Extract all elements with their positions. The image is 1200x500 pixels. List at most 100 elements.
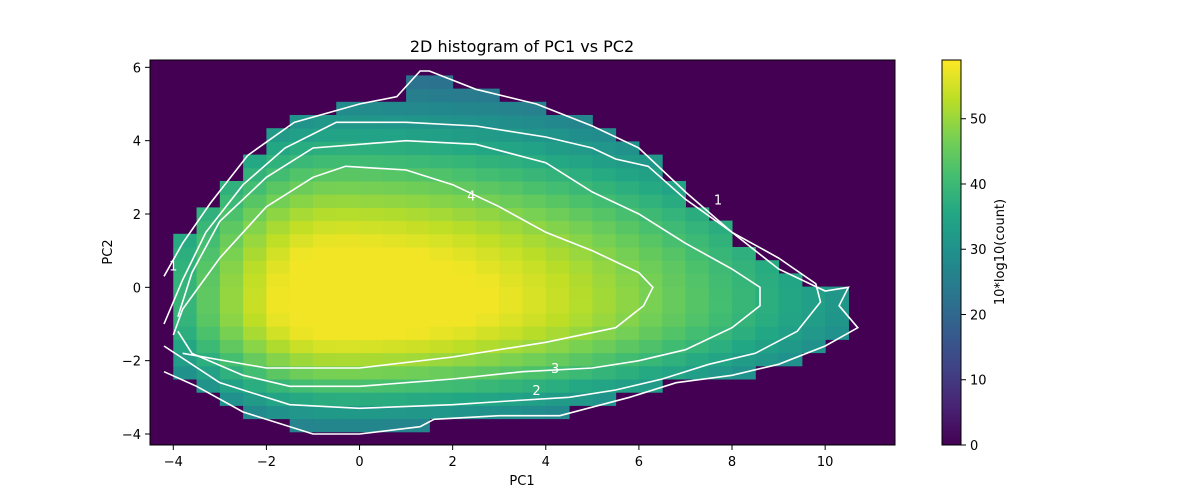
histogram-cell bbox=[406, 273, 430, 288]
histogram-cell bbox=[475, 352, 500, 367]
histogram-cell bbox=[522, 181, 547, 195]
x-axis-title: PC1 bbox=[509, 474, 534, 489]
histogram-cell bbox=[243, 273, 267, 288]
histogram-cell bbox=[452, 220, 477, 235]
histogram-cell bbox=[685, 220, 710, 235]
histogram-cell bbox=[545, 247, 570, 261]
histogram-cell bbox=[429, 141, 454, 156]
histogram-cell bbox=[359, 286, 384, 301]
histogram-cell bbox=[569, 154, 593, 169]
histogram-cell bbox=[475, 207, 500, 222]
histogram-cell bbox=[266, 405, 291, 420]
histogram-cell bbox=[219, 194, 244, 208]
histogram-cell bbox=[312, 352, 337, 367]
histogram-cell bbox=[429, 75, 454, 90]
histogram-cell bbox=[359, 273, 384, 288]
histogram-cell bbox=[638, 273, 663, 288]
histogram-cell bbox=[452, 167, 477, 182]
histogram-cell bbox=[522, 167, 547, 182]
contours: 1 1 23 4 bbox=[163, 70, 860, 435]
histogram-cell bbox=[452, 233, 477, 248]
histogram-cell bbox=[312, 154, 337, 169]
histogram-cell bbox=[452, 273, 477, 288]
histogram-cell bbox=[638, 181, 663, 195]
histogram-cell bbox=[406, 339, 430, 354]
histogram-cell bbox=[475, 260, 500, 274]
histogram-cell bbox=[475, 326, 500, 340]
histogram-cell bbox=[359, 154, 384, 169]
histogram-cell bbox=[336, 299, 361, 314]
histogram-cell bbox=[289, 299, 314, 314]
histogram-cell bbox=[359, 220, 384, 235]
histogram-cell bbox=[755, 273, 780, 288]
histogram-cell bbox=[359, 299, 384, 314]
histogram-cell bbox=[475, 167, 500, 182]
histogram-cell bbox=[382, 299, 407, 314]
colorbar-tick-label: 10 bbox=[970, 374, 987, 389]
colorbar-gradient bbox=[942, 60, 961, 445]
histogram-cell bbox=[266, 260, 291, 274]
histogram-cell bbox=[312, 286, 337, 301]
histogram-cell bbox=[312, 273, 337, 288]
histogram-cell bbox=[685, 286, 710, 301]
histogram-cell bbox=[569, 207, 593, 222]
histogram-cell bbox=[289, 220, 314, 235]
histogram-cell bbox=[336, 418, 361, 433]
histogram-cell bbox=[243, 247, 267, 261]
histogram-cell bbox=[662, 273, 686, 288]
histogram-cell bbox=[359, 247, 384, 261]
histogram-cell bbox=[522, 405, 547, 420]
histogram-cell bbox=[475, 273, 500, 288]
colorbar-tick-label: 50 bbox=[970, 113, 987, 128]
histogram-cell bbox=[359, 194, 384, 208]
histogram-cell bbox=[499, 181, 523, 195]
histogram-cell bbox=[452, 339, 477, 354]
histogram-cell bbox=[289, 128, 314, 142]
histogram-cell bbox=[266, 365, 291, 380]
histogram-cell bbox=[499, 392, 523, 406]
histogram-cell bbox=[243, 233, 267, 248]
histogram-cell bbox=[638, 167, 663, 182]
histogram-cell bbox=[778, 313, 803, 327]
histogram-cell bbox=[522, 273, 547, 288]
histogram-cell bbox=[638, 247, 663, 261]
y-tick-label: −4 bbox=[122, 428, 141, 443]
histogram-cell bbox=[592, 154, 617, 169]
histogram-cell bbox=[266, 352, 291, 367]
histogram-cell bbox=[336, 220, 361, 235]
histogram-cell bbox=[475, 115, 500, 129]
histogram-cell bbox=[708, 339, 733, 354]
histogram-cell bbox=[755, 299, 780, 314]
histogram-cell bbox=[569, 220, 593, 235]
histogram-cell bbox=[266, 299, 291, 314]
histogram-cell bbox=[382, 128, 407, 142]
histogram-cell bbox=[732, 326, 756, 340]
histogram-cell bbox=[359, 326, 384, 340]
histogram-cell bbox=[662, 326, 686, 340]
histogram-cell bbox=[592, 313, 617, 327]
histogram-cell bbox=[196, 365, 221, 380]
histogram-cell bbox=[452, 101, 477, 116]
histogram-cell bbox=[312, 365, 337, 380]
histogram-cell bbox=[429, 405, 454, 420]
histogram-cell bbox=[312, 128, 337, 142]
colorbar: 0 10 20 30 40 50 bbox=[941, 59, 987, 454]
histogram-cell bbox=[778, 326, 803, 340]
histogram-cell bbox=[359, 418, 384, 433]
contour-line-2 bbox=[163, 121, 822, 410]
histogram-cell bbox=[545, 181, 570, 195]
histogram-cell bbox=[429, 88, 454, 103]
histogram-cell bbox=[615, 220, 640, 235]
histogram-cell bbox=[545, 233, 570, 248]
histogram-cell bbox=[312, 194, 337, 208]
histogram-cell bbox=[312, 115, 337, 129]
histogram-cell bbox=[569, 339, 593, 354]
histogram-cell bbox=[266, 233, 291, 248]
histogram-cell bbox=[499, 128, 523, 142]
histogram-cell bbox=[289, 405, 314, 420]
contour-line-3 bbox=[177, 139, 761, 388]
histogram-cell bbox=[336, 392, 361, 406]
histogram-cell bbox=[219, 326, 244, 340]
histogram-cell bbox=[452, 181, 477, 195]
histogram-cell bbox=[755, 260, 780, 274]
